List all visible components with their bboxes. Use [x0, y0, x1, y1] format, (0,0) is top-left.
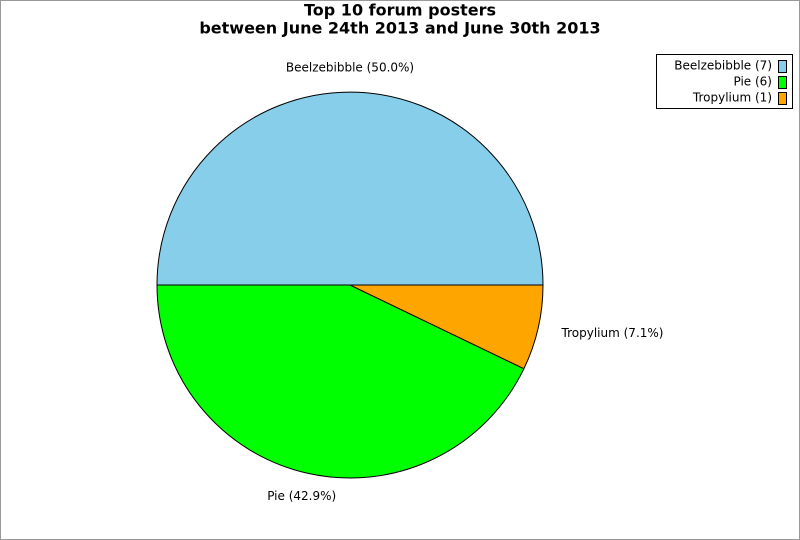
legend-label: Beelzebibble (7) [674, 59, 772, 73]
slice-label: Beelzebibble (50.0%) [286, 61, 414, 75]
legend-swatch [778, 60, 787, 73]
slice-label: Tropylium (7.1%) [561, 326, 664, 340]
legend-swatch [778, 76, 787, 89]
legend-label: Pie (6) [733, 75, 772, 89]
legend-swatch [778, 92, 787, 105]
pie-slice [156, 284, 525, 479]
chart-title: Top 10 forum posters [304, 1, 496, 20]
legend-label: Tropylium (1) [692, 91, 772, 105]
chart-subtitle: between June 24th 2013 and June 30th 201… [199, 19, 600, 38]
slice-label: Pie (42.9%) [267, 489, 336, 503]
pie-slice [156, 91, 544, 286]
pie-slice [349, 284, 544, 370]
legend-box [656, 54, 793, 109]
